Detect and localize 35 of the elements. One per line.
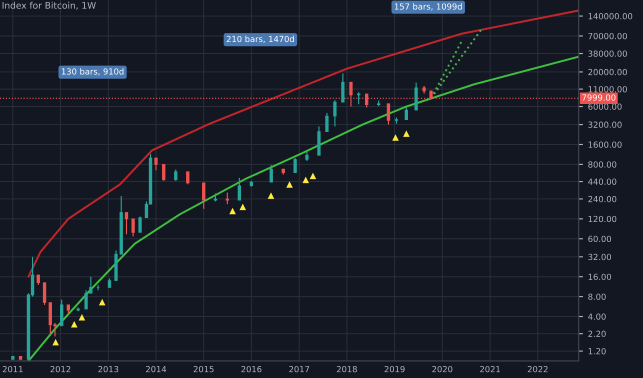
x-tick-label: 2016 [241, 366, 262, 372]
y-tick-label: 1.20 [588, 348, 606, 354]
x-tick-label: 2019 [384, 366, 405, 372]
annotation: 130 bars, 910d [62, 68, 124, 76]
y-tick-label: 8.00 [588, 294, 606, 300]
y-tick-label: 16.00 [588, 274, 612, 280]
x-tick-label: 2012 [50, 366, 70, 372]
y-tick-label: 4.00 [588, 313, 606, 320]
annotation: 210 bars, 1470d [226, 36, 294, 43]
x-tick-label: 2018 [336, 366, 357, 372]
y-tick-label: 140000.00 [588, 13, 632, 20]
x-tick-label: 2021 [480, 366, 500, 372]
y-tick-label: 38000.00 [588, 50, 627, 57]
chart-title: Index for Bitcoin, 1W [2, 2, 96, 10]
y-tick-label: 240.00 [588, 196, 616, 202]
y-tick-label: 440.00 [588, 178, 616, 185]
y-tick-label: 800.00 [588, 161, 616, 168]
x-tick-label: 2011 [2, 366, 23, 372]
y-tick-label: 20000.00 [588, 68, 627, 76]
y-tick-label: 2.20 [588, 330, 606, 337]
y-tick-label: 60.00 [588, 236, 612, 242]
y-tick-label: 70000.00 [588, 32, 627, 40]
x-tick-label: 2017 [289, 366, 310, 372]
ref-line-label: 7999.00 [582, 94, 616, 101]
x-tick-label: 2020 [432, 366, 452, 372]
annotation: 157 bars, 1099d [394, 3, 462, 10]
x-tick-label: 2014 [146, 366, 166, 372]
y-tick-label: 120.00 [588, 216, 616, 222]
y-tick-label: 32.00 [588, 254, 612, 260]
y-tick-label: 1600.00 [588, 141, 622, 148]
x-tick-label: 2022 [528, 366, 548, 372]
y-tick-label: 3200.00 [588, 122, 622, 128]
x-tick-label: 2013 [98, 366, 118, 372]
y-tick-label: 11000.00 [588, 86, 627, 92]
x-tick-label: 2015 [194, 366, 214, 372]
